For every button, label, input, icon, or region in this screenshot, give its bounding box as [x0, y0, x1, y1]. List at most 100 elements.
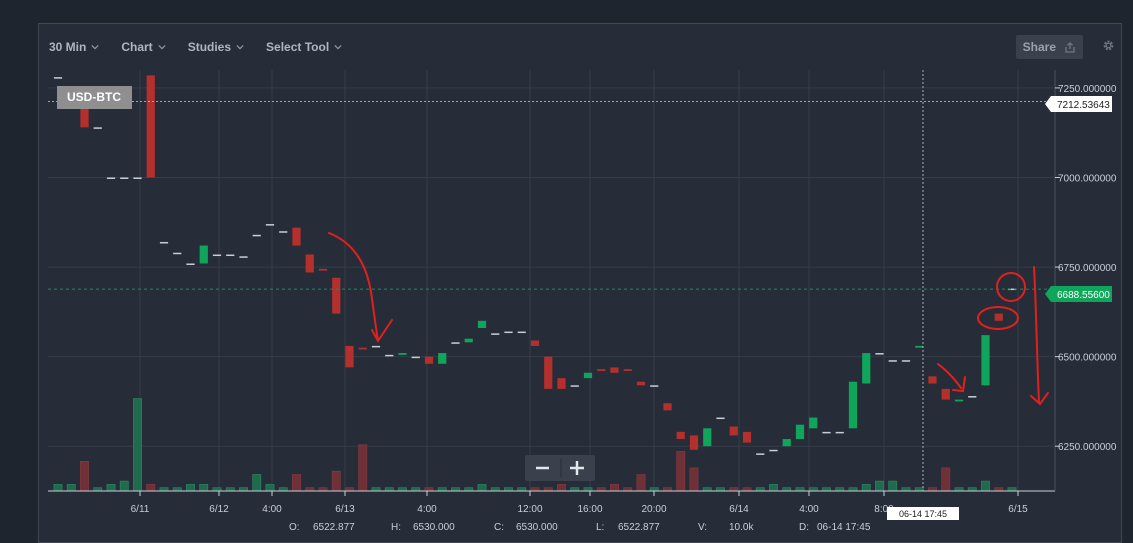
candle [795, 424, 805, 440]
candle [994, 313, 1003, 321]
ohlc-date-label: D: [799, 522, 809, 533]
candle [769, 449, 778, 452]
candle [438, 353, 447, 364]
candle [53, 77, 63, 79]
candle [729, 426, 738, 436]
candle [424, 356, 434, 364]
y-tick-label: 6250.000000 [1058, 442, 1117, 453]
candle [411, 356, 420, 359]
volume-bar [358, 444, 368, 492]
share-button[interactable]: Share [1015, 35, 1083, 59]
candle [146, 75, 155, 178]
candle [252, 234, 261, 237]
volume-bar [186, 484, 195, 492]
candle [901, 360, 911, 362]
candle [822, 431, 831, 434]
x-tick-label: 8:00 [874, 504, 894, 515]
candle [597, 369, 606, 371]
candle [212, 254, 222, 257]
y-axis-labels: 7250.000000 7000.000000 6750.000000 6500.00… [1055, 84, 1117, 453]
chart-type-dropdown[interactable]: Chart [121, 40, 166, 54]
chevron-down-icon [91, 44, 99, 50]
volume-bar [888, 480, 898, 492]
y-tick-label: 6750.000000 [1058, 263, 1117, 274]
candle [689, 435, 699, 450]
studies-dropdown[interactable]: Studies [188, 40, 244, 54]
ohlc-low-label: L: [596, 522, 604, 533]
volume-bar [610, 484, 619, 492]
crosshair-date-tag: 06-14 17:45 [887, 507, 959, 520]
x-axis-labels: 6/11 6/12 4:00 6/13 4:00 12:00 16:00 20:00 6/14 4… [131, 491, 1028, 515]
candle [292, 227, 301, 246]
x-tick-label: 20:00 [641, 504, 666, 515]
annotation-line-down [1033, 266, 1040, 404]
crosshair-date-label: 06-14 17:45 [899, 509, 947, 519]
candlestick-series [53, 75, 1017, 455]
candle [265, 224, 275, 226]
candle [742, 431, 752, 443]
candle [345, 345, 354, 368]
candle [848, 381, 858, 429]
candle [477, 320, 487, 328]
volume-bar [265, 484, 275, 492]
zoom-controls [525, 455, 595, 481]
volume-bar [941, 467, 951, 492]
ohlc-close-value: 6530.000 [516, 522, 558, 533]
candle [504, 331, 513, 334]
select-tool-dropdown[interactable]: Select Tool [266, 40, 342, 54]
volume-bar [146, 484, 156, 492]
candle [93, 127, 102, 129]
candle [120, 177, 129, 179]
symbol-badge[interactable]: USD-BTC [57, 86, 132, 109]
candle [173, 252, 182, 255]
volume-bar [106, 484, 116, 492]
candle [398, 353, 407, 355]
candle [239, 256, 248, 258]
volume-bar [557, 484, 566, 492]
volume-bar [331, 470, 341, 492]
candle [650, 385, 659, 387]
candle [716, 417, 725, 420]
chart-grid [48, 70, 1055, 491]
ohlc-high-label: H: [391, 522, 401, 533]
candle [385, 354, 394, 357]
candle [928, 376, 937, 384]
candle [544, 356, 553, 389]
chevron-down-icon [334, 44, 342, 50]
volume-bar [292, 474, 301, 492]
gear-icon[interactable] [1102, 39, 1115, 52]
candle [1007, 288, 1017, 291]
volume-bar [636, 474, 646, 492]
candle [981, 335, 990, 386]
volume-bar [769, 484, 778, 492]
candle [862, 353, 871, 384]
x-tick-label: 16:00 [577, 504, 602, 515]
y-tick-label: 6500.000000 [1058, 353, 1117, 364]
y-tick-label: 7250.000000 [1058, 84, 1117, 95]
candle [636, 381, 646, 386]
candle [318, 268, 328, 271]
chart-toolbar: 30 Min Chart Studies Select Tool Share [39, 24, 1121, 70]
crosshair-price-tag: 7212.53643 [1045, 96, 1112, 112]
volume-bar [199, 484, 209, 492]
x-tick-label: 6/13 [335, 504, 355, 515]
candle [279, 231, 288, 233]
candle [875, 353, 884, 355]
annotation-circle-1 [996, 272, 1026, 302]
candle [199, 245, 208, 264]
chevron-down-icon [236, 44, 244, 50]
candle [517, 331, 526, 334]
candle [80, 105, 89, 128]
ohlc-date-value: 06-14 17:45 [817, 522, 871, 533]
interval-dropdown[interactable]: 30 Min [49, 40, 99, 54]
annotation-arrowhead-1 [371, 319, 393, 343]
chart-type-label: Chart [121, 40, 153, 54]
candle [226, 254, 235, 257]
last-price-label: 6688.55600 [1057, 290, 1110, 301]
candle [835, 431, 844, 434]
volume-bar [252, 474, 262, 492]
candle [491, 333, 500, 335]
interval-label: 30 Min [49, 40, 87, 54]
x-tick-label: 4:00 [262, 504, 282, 515]
